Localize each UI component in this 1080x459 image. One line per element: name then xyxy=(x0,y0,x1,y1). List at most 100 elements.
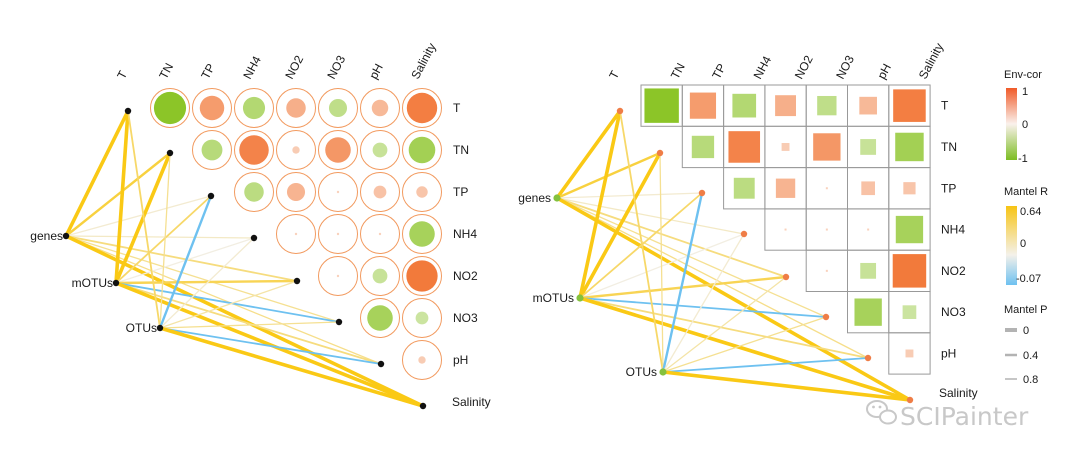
cell-circle-pH-Salinity xyxy=(418,356,426,364)
cell-square-TN-TP xyxy=(691,135,715,159)
group-label-genes: genes xyxy=(30,229,63,243)
mantel-link-mOTUs-NO3 xyxy=(579,297,827,318)
variable-node-TP xyxy=(207,192,215,200)
cell-circle-TN-TP xyxy=(201,139,223,161)
cell-circle-TN-Salinity xyxy=(408,136,436,164)
variable-node-NO2 xyxy=(782,273,790,281)
legend: Env-cor 1 0 -1 Mantel R 0.64 0 -0.07 Man… xyxy=(1004,69,1048,386)
cell-ring-TP-pH xyxy=(360,172,400,212)
legend-mantelr-tick: 0.64 xyxy=(1020,206,1041,218)
cell-square-NO2-pH xyxy=(860,262,877,279)
mantel-link-OTUs-TP xyxy=(661,191,704,374)
legend-envcor-title: Env-cor xyxy=(1004,69,1042,81)
row-label: TN xyxy=(941,140,957,154)
cell-ring-T-pH xyxy=(360,88,400,128)
cell-circle-TN-NO3 xyxy=(325,137,351,163)
variable-node-NO3 xyxy=(822,313,830,321)
cell-circle-T-NH4 xyxy=(242,96,266,120)
row-label: NO2 xyxy=(453,269,478,283)
cell-ring-TN-TP xyxy=(192,130,232,170)
cell-circle-T-Salinity xyxy=(406,92,438,124)
cell-circle-T-NO2 xyxy=(286,98,306,118)
cell-circle-NO3-pH xyxy=(367,305,393,331)
mantel-link-mOTUs-TN xyxy=(578,151,662,300)
cell-square-NH4-NO3 xyxy=(825,228,828,231)
cell-square-T-pH xyxy=(859,96,877,115)
watermark: SCIPainter xyxy=(866,400,1029,431)
mantel-link-OTUs-pH xyxy=(159,327,382,365)
mantel-link-genes-NO3 xyxy=(65,235,340,323)
column-label: Salinity xyxy=(916,41,947,82)
mantel-link-genes-TP xyxy=(556,192,703,199)
group-label-genes: genes xyxy=(518,191,551,205)
cell-square-TN-NH4 xyxy=(728,131,761,163)
cell-square-T-NO2 xyxy=(775,95,796,117)
row-label: pH xyxy=(941,346,956,360)
cell-circle-NO2-pH xyxy=(372,268,388,284)
mantel-link-OTUs-NH4 xyxy=(662,233,745,373)
row-label: TN xyxy=(453,143,469,157)
mantel-link-mOTUs-T xyxy=(578,109,622,300)
cell-circle-TN-NO2 xyxy=(292,146,300,154)
cell-square-NH4-Salinity xyxy=(895,215,924,244)
cell-ring-NH4-pH xyxy=(360,214,400,254)
group-node-OTUs xyxy=(659,368,667,376)
cell-square-TN-NO2 xyxy=(781,143,790,151)
mantel-link-OTUs-Salinity xyxy=(158,326,425,408)
panel-square-heatmap: T TN TP NH4 NO2 NO3 pH Salinity T TN TP NH4 NO2 NO3 pH… xyxy=(518,41,978,404)
column-label: TP xyxy=(709,61,729,81)
mantel-link-OTUs-TN xyxy=(659,152,664,373)
cell-ring-TP-NO2 xyxy=(276,172,316,212)
cell-ring-NO3-pH xyxy=(360,298,400,338)
legend-envcor-tick: 1 xyxy=(1022,86,1028,98)
column-label: NO3 xyxy=(324,53,348,82)
cell-square-T-NO3 xyxy=(817,95,837,116)
mantel-link-mOTUs-NO2 xyxy=(114,279,299,285)
row-label: Salinity xyxy=(939,386,978,400)
cell-ring-T-TP xyxy=(192,88,232,128)
cell-ring-T-TN xyxy=(150,88,190,128)
cell-square-TP-Salinity xyxy=(903,182,916,195)
mantel-link-mOTUs-Salinity xyxy=(578,296,912,402)
cell-square-NO2-NO3 xyxy=(825,269,828,272)
mantel-link-genes-NH4 xyxy=(556,197,745,235)
variable-node-pH xyxy=(377,360,385,368)
column-label: pH xyxy=(366,61,386,81)
cell-ring-NO3-Salinity xyxy=(402,298,442,338)
cell-circle-TN-NH4 xyxy=(239,135,269,165)
cell-square-T-TP xyxy=(689,92,717,119)
variable-node-TP xyxy=(698,189,706,197)
legend-envcor-colorbar xyxy=(1006,88,1017,160)
cell-circle-NH4-NO3 xyxy=(336,232,340,236)
row-label: T xyxy=(941,99,949,113)
mantel-link-genes-NO2 xyxy=(556,197,787,278)
variable-node-TN xyxy=(656,149,664,157)
cell-square-T-Salinity xyxy=(893,89,926,122)
cell-square-NO3-Salinity xyxy=(902,305,917,319)
cell-ring-TP-NO3 xyxy=(318,172,358,212)
variable-node-NO3 xyxy=(335,318,343,326)
cell-square-TN-NO3 xyxy=(813,133,841,161)
cell-circle-T-TP xyxy=(199,95,225,121)
mantel-link-mOTUs-pH xyxy=(115,282,382,365)
cell-square-T-NH4 xyxy=(732,93,757,118)
cell-square-TP-pH xyxy=(861,181,875,196)
row-label: NH4 xyxy=(941,223,965,237)
variable-node-NH4 xyxy=(250,234,258,242)
cell-circle-NH4-pH xyxy=(378,232,382,236)
cell-ring-T-NO2 xyxy=(276,88,316,128)
cell-ring-pH-Salinity xyxy=(402,340,442,380)
row-label: NO2 xyxy=(941,264,966,278)
cell-ring-NO2-NO3 xyxy=(318,256,358,296)
group-node-mOTUs xyxy=(112,279,120,287)
panel-circle-heatmap: T TN TP NH4 NO2 NO3 pH Salinity T TN TP NH4 NO2 NO3 pH… xyxy=(30,41,491,410)
mantel-link-genes-TN xyxy=(64,151,172,238)
column-label: NO2 xyxy=(792,53,816,82)
cell-square-TN-Salinity xyxy=(895,132,924,162)
cell-ring-TN-pH xyxy=(360,130,400,170)
mantel-link-OTUs-pH xyxy=(662,357,869,373)
cell-square-TN-pH xyxy=(860,139,877,155)
cell-square-TP-NO3 xyxy=(825,187,828,190)
cell-frame-pH-Salinity xyxy=(888,332,931,375)
legend-mantelp-title: Mantel P xyxy=(1004,304,1047,316)
